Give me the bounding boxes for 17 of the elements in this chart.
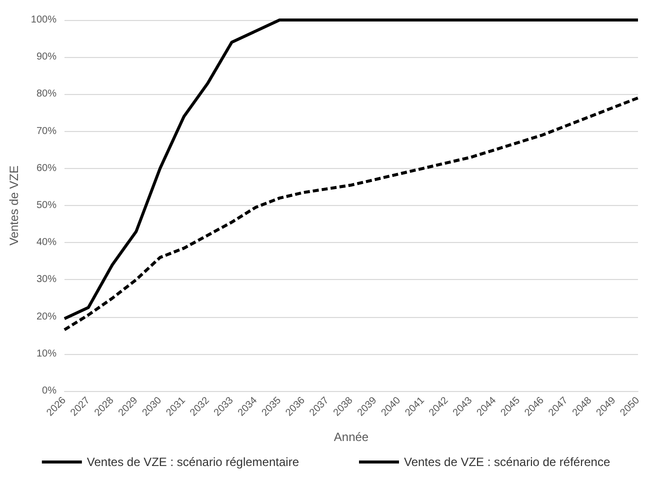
- x-axis-title: Année: [334, 430, 369, 444]
- y-tick-label: 10%: [36, 348, 57, 360]
- y-tick-label: 70%: [36, 126, 57, 137]
- y-tick-label: 60%: [36, 162, 57, 174]
- y-tick-label: 30%: [36, 274, 57, 286]
- legend-label: Ventes de VZE : scénario réglementaire: [86, 455, 300, 469]
- y-tick-label: 0%: [42, 386, 57, 396]
- y-tick-label: 100%: [30, 14, 57, 26]
- y-tick-label: 90%: [36, 52, 57, 63]
- line-series: [62, 18, 640, 320]
- y-tick-label: 40%: [36, 237, 57, 248]
- y-tick-label: 50%: [36, 200, 57, 211]
- legend-label: Ventes de VZE : scénario de référence: [404, 455, 610, 469]
- y-tick-label: 20%: [36, 311, 57, 322]
- y-axis-title: Ventes de VZE: [7, 165, 21, 246]
- line-series: [62, 96, 640, 332]
- y-tick-label: 80%: [36, 88, 57, 100]
